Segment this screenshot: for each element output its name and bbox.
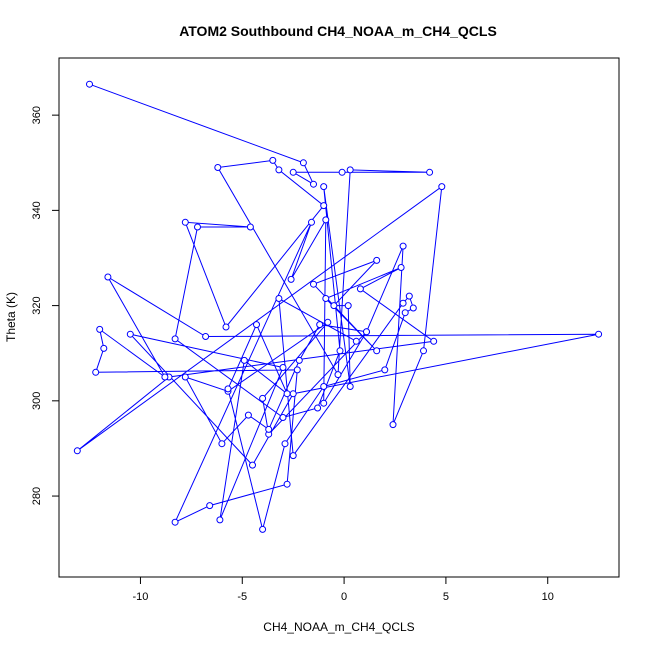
data-point (224, 385, 232, 393)
x-tick-label: 5 (443, 591, 449, 603)
data-point (244, 411, 252, 419)
data-point (171, 518, 179, 526)
data-point (373, 347, 381, 355)
data-point (287, 275, 295, 283)
data-point (281, 440, 289, 448)
data-point (171, 335, 179, 343)
data-point (320, 202, 328, 210)
data-point (314, 404, 322, 412)
data-point (405, 292, 413, 300)
y-axis: 280 300 320 340 360 (31, 106, 60, 505)
x-axis: -10 -5 0 5 10 (133, 576, 554, 603)
data-point (320, 383, 328, 390)
data-point (126, 330, 134, 338)
series-layer (73, 80, 603, 533)
data-point (275, 166, 283, 174)
data-point (336, 347, 344, 355)
data-point (259, 394, 267, 402)
data-point (310, 280, 317, 288)
data-point (330, 302, 338, 310)
data-point (289, 168, 297, 176)
series-line (76, 83, 599, 530)
data-point (322, 216, 330, 224)
data-point (289, 390, 297, 398)
data-point (283, 390, 291, 398)
data-point (86, 80, 93, 88)
data-point (249, 461, 256, 469)
data-point (293, 366, 301, 374)
data-point (430, 337, 438, 345)
data-point (401, 309, 409, 317)
data-point (202, 333, 210, 340)
data-point (194, 223, 201, 231)
data-point (222, 323, 230, 331)
data-point (320, 399, 328, 407)
data-point (73, 447, 81, 455)
data-point (420, 347, 427, 355)
data-point (275, 295, 283, 302)
data-point (308, 218, 315, 226)
x-tick-label: 10 (542, 591, 554, 603)
data-point (246, 223, 254, 231)
data-point (320, 183, 328, 191)
data-point (389, 421, 397, 429)
y-tick-label: 320 (31, 296, 43, 314)
data-point (399, 242, 407, 250)
data-point (373, 256, 381, 264)
data-point (259, 525, 267, 533)
data-point (595, 330, 603, 338)
data-point (322, 295, 330, 302)
data-point (397, 264, 405, 271)
data-point (346, 166, 354, 174)
data-point (289, 452, 297, 460)
data-point (283, 480, 291, 488)
data-point (438, 183, 446, 191)
data-point (399, 299, 407, 307)
data-point (92, 368, 100, 376)
data-point (206, 502, 214, 510)
x-axis-label: CH4_NOAA_m_CH4_QCLS (263, 620, 414, 634)
data-point (214, 164, 222, 171)
chart-title: ATOM2 Southbound CH4_NOAA_m_CH4_QCLS (179, 23, 497, 39)
data-point (253, 321, 260, 329)
data-point (409, 304, 417, 312)
data-point (265, 425, 273, 433)
data-point (334, 371, 342, 379)
data-point (344, 302, 352, 310)
data-point (181, 373, 189, 381)
data-point (218, 440, 226, 448)
data-point (346, 383, 354, 390)
data-point (338, 168, 346, 176)
x-tick-label: -10 (133, 591, 149, 603)
data-point (161, 373, 169, 381)
y-tick-label: 360 (31, 106, 43, 124)
y-tick-label: 340 (31, 201, 43, 219)
data-point (426, 168, 434, 176)
data-point (352, 337, 360, 345)
data-point (240, 356, 248, 364)
data-point (310, 180, 317, 188)
data-point (96, 325, 104, 333)
data-point (381, 366, 389, 374)
data-point (363, 328, 370, 336)
data-point (356, 285, 364, 293)
y-tick-label: 280 (31, 487, 43, 505)
data-point (269, 156, 277, 164)
x-tick-label: -5 (237, 591, 247, 603)
data-point (316, 321, 324, 329)
data-point (100, 344, 108, 352)
data-point (279, 364, 287, 371)
data-point (295, 356, 303, 364)
data-point (104, 273, 112, 281)
x-tick-label: 0 (341, 591, 347, 603)
data-point (216, 516, 224, 524)
data-point (181, 218, 189, 226)
y-axis-label: Theta (K) (4, 292, 18, 342)
data-point (299, 159, 307, 167)
data-point (324, 318, 332, 326)
data-point (279, 414, 287, 421)
y-tick-label: 300 (31, 392, 43, 410)
